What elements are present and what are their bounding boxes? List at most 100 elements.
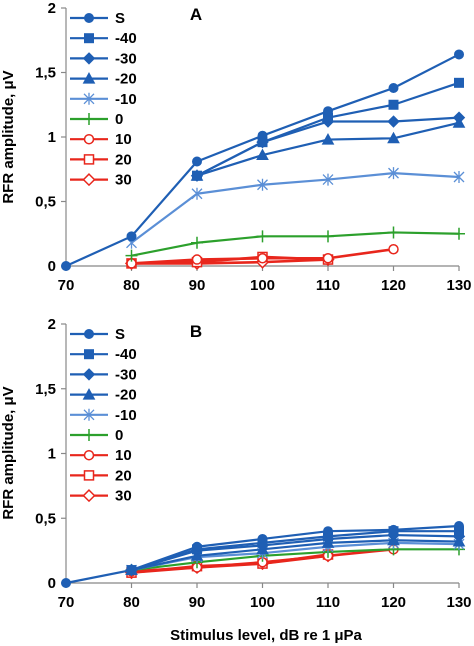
legend-marker (82, 388, 96, 400)
legend-marker (83, 133, 95, 145)
legend-label: -40 (115, 30, 137, 47)
x-tick-label: 120 (381, 277, 406, 294)
series-10 (126, 167, 465, 249)
legend-item-40: -40 (70, 346, 137, 363)
data-point (192, 170, 202, 181)
data-point (257, 253, 268, 264)
legend-item-20: -20 (70, 71, 137, 88)
data-point (388, 82, 399, 93)
data-point (454, 49, 464, 60)
legend-label: 20 (115, 467, 132, 484)
data-point (256, 230, 269, 243)
legend-label: 0 (115, 427, 123, 444)
series-line-0 (131, 231, 460, 257)
legend-label: 0 (115, 111, 123, 128)
x-tick-label: 70 (58, 594, 75, 611)
legend-marker (83, 113, 95, 125)
data-point (452, 111, 466, 124)
data-point (321, 133, 335, 145)
x-tick-label: 130 (446, 594, 471, 611)
y-tick-label: 0,5 (35, 194, 56, 211)
legend-item-20: 20 (70, 151, 132, 168)
legend-label: 30 (115, 172, 132, 189)
y-tick-label: 1,5 (35, 381, 56, 398)
legend-label: -40 (115, 346, 137, 363)
legend-label: S (115, 326, 125, 343)
data-point (192, 541, 202, 552)
legend-item-20: 20 (70, 467, 132, 484)
data-point (388, 99, 399, 110)
legend-item-10: -10 (70, 407, 137, 424)
legend-marker (82, 52, 96, 65)
series-line-0 (131, 548, 459, 572)
x-tick-label: 120 (381, 594, 406, 611)
legend-marker (82, 72, 96, 84)
panel-label: A (190, 5, 202, 24)
series-s (61, 521, 464, 588)
legend-label: S (115, 10, 125, 27)
data-point (387, 226, 400, 239)
series-line-40 (196, 81, 460, 177)
legend-item-40: -40 (70, 30, 137, 47)
data-point (388, 243, 399, 255)
legend-item-30: 30 (70, 172, 132, 189)
y-tick-label: 0,5 (35, 510, 56, 527)
panel-label: B (190, 322, 202, 341)
legend-label: 20 (115, 151, 132, 168)
data-point (388, 167, 399, 180)
legend-item-30: -30 (70, 50, 137, 67)
legend-label: -10 (115, 407, 137, 424)
legend-marker (84, 329, 94, 339)
data-point (453, 227, 465, 240)
legend: S -40 -30 -20 -10 0 10 20 30 (70, 10, 137, 189)
data-point (322, 173, 334, 186)
x-axis-label: Stimulus level, dB re 1 μPa (170, 627, 362, 644)
data-point (257, 130, 268, 141)
legend-item-10: -10 (70, 91, 137, 108)
x-tick-label: 90 (189, 594, 206, 611)
legend-marker (84, 349, 94, 360)
data-point (453, 170, 465, 183)
data-point (387, 115, 400, 128)
y-tick-label: 0 (48, 258, 56, 275)
x-tick-label: 70 (58, 277, 75, 294)
y-tick-label: 1 (48, 129, 56, 146)
data-point (454, 77, 464, 88)
x-tick-label: 100 (250, 277, 275, 294)
data-point (387, 131, 400, 144)
legend-label: 30 (115, 488, 132, 505)
legend-label: -20 (115, 71, 137, 88)
series-line-10 (130, 172, 460, 244)
legend-label: -30 (115, 366, 137, 383)
x-tick-label: 130 (446, 277, 471, 294)
data-point (191, 236, 203, 249)
legend-label: -20 (115, 387, 137, 404)
x-tick-label: 80 (123, 277, 140, 294)
legend: S -40 -30 -20 -10 0 10 20 30 (70, 326, 137, 505)
x-tick-label: 110 (316, 277, 340, 294)
series-10 (126, 243, 399, 269)
data-point (323, 526, 333, 537)
y-tick-label: 2 (48, 316, 56, 333)
legend-item-s: S (70, 10, 125, 27)
series-0 (125, 226, 465, 262)
data-point (126, 565, 137, 576)
data-point (454, 521, 464, 532)
legend-item-10: 10 (70, 447, 132, 464)
x-tick-label: 80 (123, 594, 140, 611)
series-40 (192, 77, 464, 181)
y-tick-label: 1 (48, 446, 56, 463)
y-tick-label: 2 (48, 0, 56, 17)
legend-item-0: 0 (70, 427, 123, 444)
y-tick-label: 0 (48, 575, 56, 592)
legend-marker (83, 429, 95, 441)
legend-marker (82, 489, 96, 503)
data-point (191, 254, 203, 265)
legend-label: -30 (115, 50, 137, 67)
data-point (256, 148, 269, 161)
data-point (323, 106, 333, 117)
data-point (257, 178, 268, 191)
